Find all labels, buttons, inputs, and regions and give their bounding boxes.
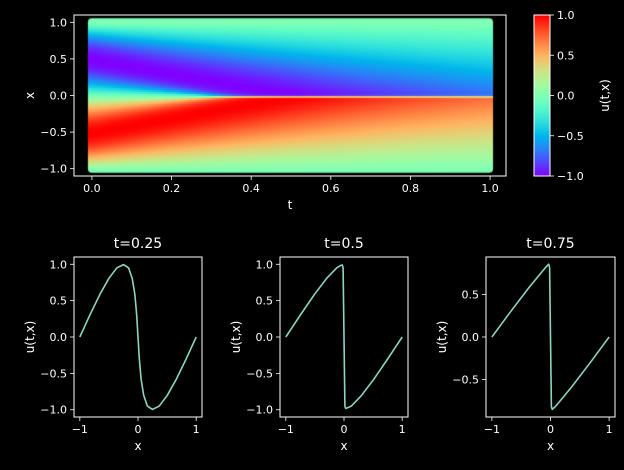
x-tick-label: 0.0 (83, 182, 101, 195)
y-tick-label: 0.0 (50, 90, 68, 103)
x-tick-label: 0 (341, 423, 348, 436)
y-tick-label: −1.0 (246, 404, 273, 417)
colorbar-tick-label: 0.5 (557, 49, 575, 62)
subplot-axes-frame (73, 256, 203, 418)
y-tick-label: 0.0 (50, 331, 68, 344)
subplot-title: t=0.25 (114, 236, 162, 252)
x-tick-label: 1 (193, 423, 200, 436)
y-tick-label: −0.5 (40, 126, 67, 139)
y-tick-label: 1.0 (50, 258, 68, 271)
y-tick-label: 0.5 (50, 295, 68, 308)
subplot-axes-frame (485, 256, 616, 418)
x-tick-label: 0 (547, 423, 554, 436)
y-tick-label: 1.0 (256, 258, 274, 271)
series-line-t=0.5 (285, 264, 403, 410)
y-tick-label: −0.5 (40, 367, 67, 380)
x-tick-label: 0.2 (163, 182, 181, 195)
y-tick-label: 1.0 (50, 16, 68, 29)
y-tick-label: −0.5 (246, 367, 273, 380)
y-tick-label: −0.5 (452, 374, 479, 387)
subplot-axes-frame (279, 256, 409, 418)
colorbar-tick-label: −0.5 (557, 130, 584, 143)
y-axis-label: x (23, 92, 37, 99)
y-tick-label: −1.0 (40, 163, 67, 176)
y-tick-label: 0.5 (256, 295, 274, 308)
series-line-t=0.25 (79, 263, 197, 411)
x-tick-label: −1 (278, 423, 294, 436)
x-tick-label: −1 (72, 423, 88, 436)
x-tick-label: 1.0 (481, 182, 499, 195)
x-axis-label: x (134, 439, 141, 453)
colorbar (533, 14, 551, 177)
x-tick-label: 0.4 (242, 182, 260, 195)
x-axis-label: x (340, 439, 347, 453)
colorbar-tick-label: 0.0 (557, 90, 575, 103)
colorbar-tick-label: −1.0 (557, 170, 584, 183)
heatmap-axes-frame (73, 14, 507, 177)
y-axis-label: u(t,x) (435, 321, 449, 354)
y-tick-label: 0.5 (462, 288, 480, 301)
y-tick-label: 0.0 (462, 331, 480, 344)
x-tick-label: −1 (484, 423, 500, 436)
y-tick-label: −1.0 (40, 404, 67, 417)
x-tick-label: 0 (135, 423, 142, 436)
subplot-title: t=0.75 (526, 236, 574, 252)
x-tick-label: 1 (606, 423, 613, 436)
colorbar-label: u(t,x) (598, 79, 612, 112)
y-axis-label: u(t,x) (23, 321, 37, 354)
x-tick-label: 1 (399, 423, 406, 436)
y-tick-label: 0.0 (256, 331, 274, 344)
y-tick-label: 0.5 (50, 53, 68, 66)
x-tick-label: 0.8 (402, 182, 420, 195)
x-axis-label: x (547, 439, 554, 453)
x-axis-label: t (288, 198, 293, 212)
series-line-t=0.75 (491, 263, 610, 411)
y-axis-label: u(t,x) (229, 321, 243, 354)
colorbar-tick-label: 1.0 (557, 9, 575, 22)
x-tick-label: 0.6 (322, 182, 340, 195)
subplot-title: t=0.5 (324, 236, 363, 252)
